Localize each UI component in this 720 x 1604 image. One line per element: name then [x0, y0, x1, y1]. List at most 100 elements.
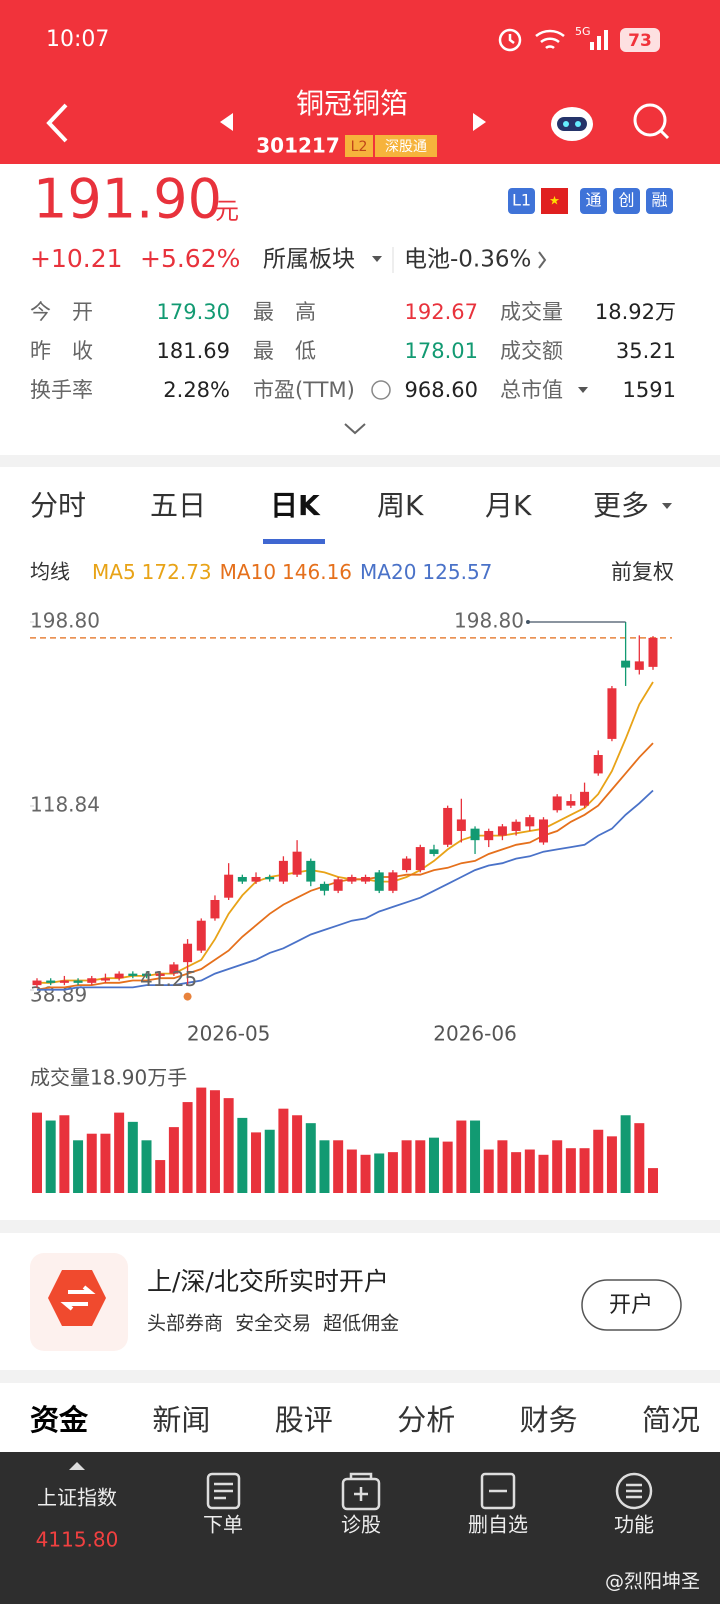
candle-body — [511, 821, 521, 831]
stat-value: 968.60 — [405, 378, 478, 402]
price: 191.90 — [33, 168, 222, 231]
status-time: 10:07 — [46, 27, 109, 52]
ad-card[interactable]: 上/深/北交所实时开户 头部券商 安全交易 超低佣金 开户 — [30, 1253, 682, 1351]
nav-icons — [206, 1472, 653, 1511]
info-tabs: 资金 新闻 股评 分析 财务 简况 — [30, 1403, 700, 1437]
next-stock[interactable] — [473, 113, 486, 131]
candle-body — [100, 978, 110, 981]
candle-body — [525, 817, 535, 827]
candle-body — [128, 973, 138, 976]
candle-body — [333, 879, 343, 891]
expand-button[interactable] — [344, 423, 366, 435]
battery — [620, 28, 660, 52]
candle-body — [292, 851, 302, 875]
volume-bar — [196, 1087, 207, 1193]
candle-body — [388, 872, 398, 891]
info-tab[interactable]: 分析 — [397, 1403, 455, 1437]
volume-bar — [45, 1120, 56, 1193]
change-pct: +5.62% — [140, 244, 240, 273]
ma-name: MA10 — [220, 560, 276, 584]
robot-button[interactable] — [551, 107, 593, 141]
separator — [0, 455, 720, 467]
volume-bar — [428, 1137, 439, 1193]
badge: 通 — [585, 191, 601, 210]
volume-bar — [648, 1168, 658, 1193]
ma-value: 146.16 — [282, 560, 352, 584]
volume-bar — [155, 1160, 166, 1193]
candle-body — [402, 858, 412, 871]
adjust-mode[interactable]: 前复权 — [611, 560, 674, 584]
stat-value: 1591 — [623, 378, 676, 402]
volume-bar — [209, 1090, 220, 1193]
sector-link[interactable]: 所属板块 — [263, 247, 355, 273]
chart-tab[interactable]: 日K — [270, 489, 321, 522]
info-tab[interactable]: 财务 — [520, 1403, 578, 1437]
nav-item[interactable]: 功能 — [614, 1513, 654, 1537]
chart-tab[interactable]: 五日 — [150, 489, 206, 522]
volume-bar — [497, 1140, 508, 1193]
candle-body — [46, 980, 56, 983]
candle-body — [32, 980, 42, 986]
ad-button[interactable]: 开户 — [609, 1293, 653, 1318]
ma-legend-entry: MA20 125.57 — [360, 560, 492, 584]
nav-item[interactable]: 上证指数 4115.80 — [36, 1486, 119, 1552]
chart-tab[interactable]: 更多 — [593, 489, 649, 522]
x-tick-label: 2026-05 — [187, 1022, 271, 1046]
candle-body — [347, 876, 357, 882]
volume-bar — [387, 1152, 398, 1193]
related-sector[interactable]: 电池-0.36% — [404, 247, 531, 273]
tab-underline — [263, 539, 325, 544]
watermark: @烈阳坤圣 — [605, 1571, 700, 1593]
volume-bar — [278, 1108, 289, 1193]
status-icons — [498, 28, 565, 52]
candle-body — [497, 826, 507, 836]
volume-bar — [86, 1133, 97, 1193]
y-tick-label: 118.84 — [30, 793, 100, 817]
volume-bar — [100, 1133, 111, 1193]
badge: L1 — [512, 191, 531, 210]
chart-tab[interactable]: 周K — [377, 489, 424, 522]
volume-bar — [593, 1129, 604, 1193]
ma-value: 125.57 — [422, 560, 492, 584]
ad-icon — [48, 1270, 106, 1326]
separator — [0, 1370, 720, 1383]
chart-tabs: 分时 五日 日K 周K 月K 更多 — [30, 489, 672, 544]
bottom-nav: 上证指数 4115.80 下单 诊股 删自选 功能 — [36, 1486, 654, 1552]
ad-subtitle: 头部券商 安全交易 超低佣金 — [147, 1313, 399, 1335]
x-tick-label: 2026-06 — [433, 1022, 517, 1046]
badge-flag — [541, 188, 568, 214]
network: 5G — [575, 25, 591, 38]
volume-bar — [223, 1098, 234, 1193]
back-button[interactable] — [46, 103, 68, 143]
dropdown-icon — [662, 503, 672, 509]
nav-label: 诊股 — [341, 1513, 381, 1537]
info-tab[interactable]: 股评 — [275, 1403, 333, 1437]
stock-name: 铜冠铜箔 — [296, 87, 408, 120]
badge-bg — [508, 188, 535, 214]
ma-line — [37, 789, 654, 991]
ma-legend-entry: MA5 172.73 — [92, 560, 212, 584]
candle-body — [484, 830, 494, 841]
candle-body — [538, 819, 548, 843]
volume-bar — [264, 1129, 275, 1193]
nav-item[interactable]: 下单 — [203, 1513, 243, 1537]
chart-tab[interactable]: 月K — [485, 489, 532, 522]
stat-value: 18.92万 — [595, 300, 676, 324]
info-tab[interactable]: 资金 — [30, 1403, 89, 1437]
chart-tab[interactable]: 分时 — [30, 489, 86, 522]
nav-item[interactable]: 删自选 — [468, 1513, 528, 1537]
volume-bar — [251, 1132, 262, 1193]
prev-stock[interactable] — [220, 113, 233, 131]
tag: 深股通 — [385, 139, 427, 155]
candle-body — [183, 943, 193, 963]
candle-body — [251, 876, 261, 882]
search-button[interactable] — [633, 103, 670, 140]
nav-item[interactable]: 诊股 — [341, 1513, 381, 1537]
badge: 融 — [651, 191, 667, 210]
info-tab[interactable]: 简况 — [642, 1403, 700, 1437]
info-tab[interactable]: 新闻 — [152, 1403, 210, 1437]
price-unit: 元 — [215, 197, 239, 225]
candle-body — [634, 661, 644, 670]
nav-up — [69, 1462, 85, 1470]
